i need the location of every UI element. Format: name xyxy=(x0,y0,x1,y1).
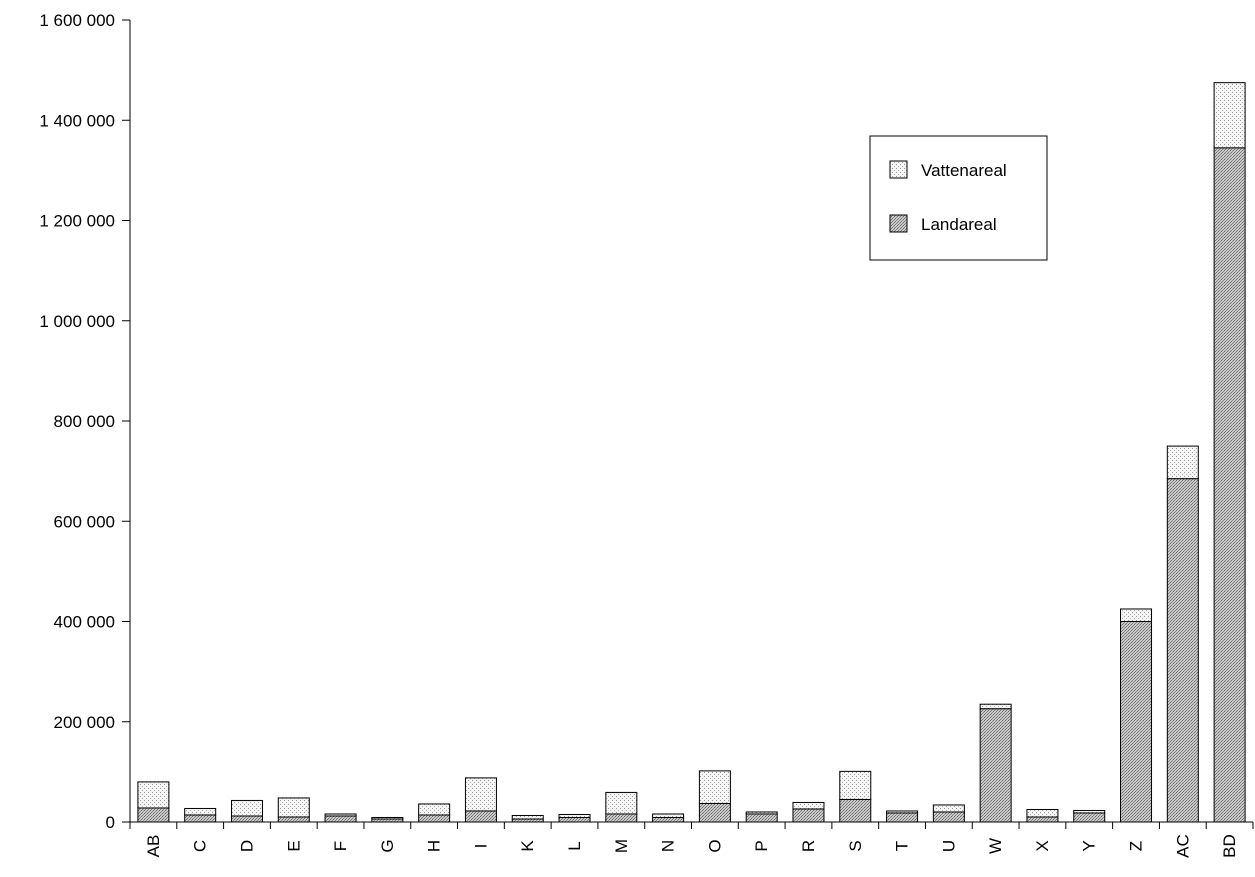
x-category-label: W xyxy=(986,838,1005,854)
bar-vattenareal xyxy=(932,804,965,813)
bar-landareal xyxy=(1213,147,1246,823)
x-category-label: Z xyxy=(1127,841,1146,851)
x-category-label: Y xyxy=(1080,840,1099,851)
bar-vattenareal xyxy=(371,816,404,820)
bar-landareal xyxy=(558,816,591,823)
x-category-label: I xyxy=(471,844,490,849)
x-category-label: N xyxy=(659,840,678,852)
bar-vattenareal xyxy=(324,813,357,817)
bars-group xyxy=(137,82,1246,823)
x-category-label: H xyxy=(425,840,444,852)
bar-landareal xyxy=(324,815,357,823)
bar-vattenareal xyxy=(979,703,1012,710)
x-category-label: K xyxy=(518,840,537,852)
bar-landareal xyxy=(277,816,310,823)
bar-vattenareal xyxy=(698,770,731,804)
x-category-label: U xyxy=(939,840,958,852)
bar-landareal xyxy=(932,811,965,823)
bar-vattenareal xyxy=(277,797,310,818)
x-category-label: G xyxy=(378,839,397,852)
y-axis: 0 200 000 400 000 600 000 800 000 1 000 000 1 … xyxy=(39,11,131,832)
bar-vattenareal xyxy=(137,781,170,809)
bar-landareal xyxy=(184,814,217,823)
bar-vattenareal xyxy=(745,811,778,815)
y-tick-label: 400 000 xyxy=(54,613,115,632)
bar-landareal xyxy=(839,798,872,823)
bar-vattenareal xyxy=(1120,608,1153,622)
x-category-label: R xyxy=(799,840,818,852)
x-category-label: M xyxy=(612,839,631,853)
y-tick-label: 600 000 xyxy=(54,512,115,531)
bar-vattenareal xyxy=(1073,809,1106,814)
bar-landareal xyxy=(1026,816,1059,823)
bar-landareal xyxy=(464,810,497,823)
bar-landareal xyxy=(979,708,1012,823)
bar-landareal xyxy=(1166,478,1199,823)
bar-vattenareal xyxy=(1026,808,1059,818)
x-category-label: AC xyxy=(1173,834,1192,858)
x-category-label: T xyxy=(893,841,912,851)
y-tick-label: 1 200 000 xyxy=(39,212,115,231)
x-category-label: C xyxy=(191,840,210,852)
bar-landareal xyxy=(230,815,263,823)
x-category-label: S xyxy=(846,840,865,851)
x-category-label: F xyxy=(331,841,350,851)
y-tick-label: 0 xyxy=(106,813,115,832)
x-category-label: BD xyxy=(1220,834,1239,858)
bar-vattenareal xyxy=(511,814,544,820)
bar-landareal xyxy=(745,813,778,823)
legend: Vattenareal Landareal xyxy=(869,135,1048,261)
bar-landareal xyxy=(1120,621,1153,823)
bar-vattenareal xyxy=(1213,82,1246,149)
bar-vattenareal xyxy=(605,791,638,815)
y-tick-label: 1 000 000 xyxy=(39,312,115,331)
legend-label-vattenareal: Vattenareal xyxy=(921,161,1007,180)
bar-landareal xyxy=(605,813,638,823)
bar-vattenareal xyxy=(792,801,825,810)
x-category-label: D xyxy=(237,840,256,852)
bar-vattenareal xyxy=(1166,445,1199,480)
bar-vattenareal xyxy=(230,799,263,817)
x-axis: AB C D E F G H I K L M N O P R S T U W X Y Z AC BD xyxy=(129,821,1254,858)
bar-vattenareal xyxy=(184,807,217,816)
x-category-label: P xyxy=(752,840,771,851)
legend-box xyxy=(869,135,1048,261)
bar-landareal xyxy=(418,814,451,823)
x-category-label: L xyxy=(565,841,584,850)
y-tick-label: 1 600 000 xyxy=(39,11,115,30)
bar-vattenareal xyxy=(464,777,497,812)
bar-landareal xyxy=(652,816,685,823)
bar-landareal xyxy=(137,807,170,823)
x-category-label: AB xyxy=(144,835,163,858)
legend-label-landareal: Landareal xyxy=(921,215,997,234)
x-category-label: X xyxy=(1033,840,1052,851)
bar-landareal xyxy=(886,812,919,823)
bar-vattenareal xyxy=(652,813,685,818)
x-category-label: O xyxy=(705,839,724,852)
bar-vattenareal xyxy=(418,803,451,816)
bar-vattenareal xyxy=(886,810,919,814)
y-tick-label: 200 000 xyxy=(54,713,115,732)
y-tick-label: 800 000 xyxy=(54,412,115,431)
bar-vattenareal xyxy=(558,813,591,818)
bar-landareal xyxy=(792,808,825,823)
legend-swatch-vattenareal xyxy=(889,160,908,179)
bar-landareal xyxy=(1073,812,1106,823)
bar-landareal xyxy=(698,802,731,823)
y-tick-label: 1 400 000 xyxy=(39,111,115,130)
legend-swatch-landareal xyxy=(889,214,908,233)
bar-vattenareal xyxy=(839,770,872,800)
x-category-label: E xyxy=(284,840,303,851)
